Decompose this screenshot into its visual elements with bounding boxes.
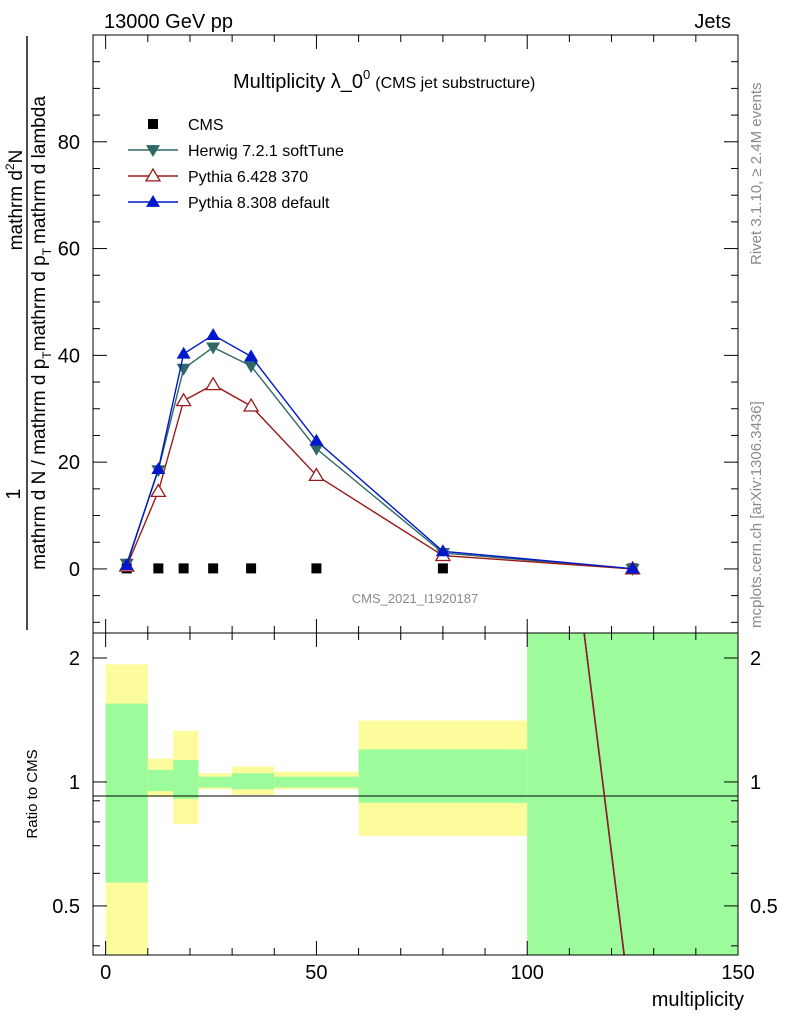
- x-tick-label: 150: [721, 962, 754, 984]
- legend-marker: [146, 145, 160, 157]
- legend: CMS Herwig 7.2.1 softTune Pythia 6.428 370…: [128, 117, 344, 212]
- ratio-plot: 0.5 0.5 1 1 2 2 0 50 100 150: [52, 632, 778, 984]
- data-point: [625, 561, 640, 574]
- stat-uncertainty-band: [527, 633, 738, 955]
- rivet-version-text: Rivet 3.1.10, ≥ 2.4M events: [748, 83, 765, 266]
- legend-marker: [146, 195, 160, 207]
- data-point: [119, 558, 134, 571]
- data-point: [309, 443, 324, 456]
- data-point: [308, 467, 325, 482]
- data-point: [244, 361, 259, 374]
- data-point: [206, 342, 221, 355]
- y-tick-label: 60: [58, 239, 80, 261]
- plot-title-sup: 0: [363, 67, 370, 82]
- ratio-y-tick-label-left: 0.5: [52, 896, 80, 918]
- y-tick-label: 0: [69, 559, 80, 581]
- main-plot: 0 20 40 60 80: [58, 34, 739, 634]
- data-point: [176, 346, 191, 359]
- stat-uncertainty-band: [358, 749, 528, 803]
- legend-item: Pythia 6.428 370: [128, 167, 308, 186]
- plot-title: Multiplicity λ_00 (CMS jet substructure): [233, 67, 535, 93]
- ratio-axis-ticks: [93, 633, 739, 955]
- x-axis-label: multiplicity: [652, 989, 744, 1011]
- series-pythia-6-428-370: [118, 376, 641, 575]
- stat-uncertainty-band: [274, 776, 359, 788]
- series-herwig-7-2-1-softtune: [119, 342, 640, 576]
- series-line: [126, 334, 633, 570]
- header-right: Jets: [694, 11, 731, 33]
- plot-title-main: Multiplicity λ_0: [233, 71, 363, 93]
- plot-title-paren: (CMS jet substructure): [375, 75, 535, 92]
- stat-uncertainty-band: [105, 703, 148, 883]
- legend-marker: [148, 119, 158, 129]
- x-tick-label: 0: [100, 962, 111, 984]
- legend-item: CMS: [148, 117, 224, 134]
- legend-marker: [144, 167, 162, 182]
- y-tick-label: 20: [58, 452, 80, 474]
- stat-uncertainty-band: [198, 776, 233, 788]
- data-point: [151, 462, 166, 474]
- x-tick-labels: 0 50 100 150: [100, 962, 755, 984]
- data-point: [244, 349, 259, 362]
- ratio-plot-frame: [92, 632, 739, 956]
- data-point: [208, 563, 219, 574]
- legend-label: Pythia 8.308 default: [188, 195, 330, 212]
- ratio-series: [583, 632, 625, 956]
- data-point: [153, 563, 164, 574]
- stat-uncertainty-band: [147, 769, 174, 792]
- y-label-denominator: mathrm d N / mathrm d pTmathrm d pTmathr…: [29, 96, 54, 570]
- x-tick-label: 50: [305, 962, 327, 984]
- legend-label: Herwig 7.2.1 softTune: [188, 143, 344, 160]
- data-point: [206, 328, 221, 340]
- series-line: [126, 383, 633, 570]
- data-point: [435, 544, 450, 557]
- data-point: [246, 563, 257, 574]
- ratio-y-tick-label-right: 1: [750, 772, 761, 794]
- y-label-one: 1: [3, 488, 25, 499]
- stat-uncertainty-band: [232, 773, 275, 790]
- data-point: [150, 483, 167, 498]
- mcplots-reference-text: mcplots.cern.ch [arXiv:1306.3436]: [748, 401, 765, 628]
- ratio-line: [583, 632, 625, 956]
- data-point: [175, 392, 192, 407]
- main-axis-ticks: [93, 34, 739, 633]
- main-series: [118, 328, 641, 576]
- legend-item: Pythia 8.308 default: [128, 195, 330, 212]
- y-tick-label: 80: [58, 132, 80, 154]
- y-tick-label: 40: [58, 345, 80, 367]
- data-point: [242, 397, 260, 412]
- data-point: [178, 563, 189, 574]
- stat-uncertainty-band: [173, 760, 199, 799]
- main-y-label: 1 mathrm d2N mathrm d N / mathrm d pTmat…: [3, 36, 54, 630]
- data-point: [437, 563, 448, 574]
- ratio-y-tick-label-left: 2: [69, 648, 80, 670]
- data-point: [205, 376, 222, 391]
- series-cms: [121, 563, 638, 574]
- legend-item: Herwig 7.2.1 softTune: [128, 143, 344, 160]
- x-tick-label: 100: [511, 962, 544, 984]
- ratio-y-tick-label-right: 0.5: [750, 896, 778, 918]
- ratio-uncertainty-bands: [105, 633, 738, 955]
- ratio-y-tick-label-right: 2: [750, 648, 761, 670]
- y-label-numerator: mathrm d2N: [3, 150, 27, 251]
- ratio-y-label: Ratio to CMS: [24, 749, 41, 838]
- main-y-tick-labels: 0 20 40 60 80: [58, 132, 80, 581]
- header-left: 13000 GeV pp: [104, 11, 233, 33]
- data-point: [309, 433, 324, 446]
- analysis-watermark: CMS_2021_I1920187: [352, 591, 479, 606]
- data-point: [311, 563, 322, 574]
- series-pythia-8-308-default: [119, 328, 640, 574]
- legend-label: CMS: [188, 117, 224, 134]
- ratio-y-tick-labels: 0.5 0.5 1 1 2 2: [52, 648, 778, 918]
- series-line: [126, 346, 633, 570]
- legend-label: Pythia 6.428 370: [188, 169, 308, 186]
- ratio-y-tick-label-left: 1: [69, 772, 80, 794]
